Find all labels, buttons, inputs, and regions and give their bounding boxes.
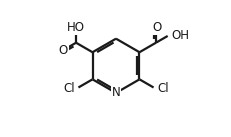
Text: O: O [151, 21, 161, 34]
Text: Cl: Cl [156, 82, 168, 95]
Text: OH: OH [171, 29, 189, 42]
Text: O: O [58, 44, 67, 57]
Text: N: N [111, 86, 120, 99]
Text: HO: HO [66, 21, 84, 34]
Text: Cl: Cl [63, 82, 75, 95]
